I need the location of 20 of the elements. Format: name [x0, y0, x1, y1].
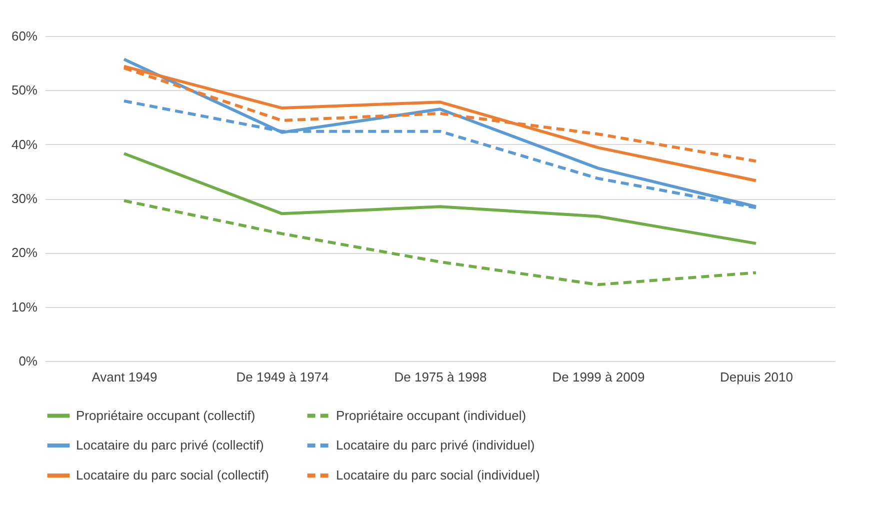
y-tick-label: 40%: [11, 136, 38, 152]
legend-label: Propriétaire occupant (individuel): [336, 408, 526, 423]
legend-label: Locataire du parc social (collectif): [76, 468, 269, 482]
y-tick-label: 20%: [11, 245, 38, 260]
x-tick-label: De 1949 à 1974: [236, 370, 329, 384]
legend-label: Propriétaire occupant (collectif): [76, 408, 256, 423]
x-tick-label: Depuis 2010: [720, 370, 793, 384]
line-series: [122, 152, 758, 245]
x-tick-label: Avant 1949: [92, 370, 158, 384]
y-tick-label: 10%: [11, 299, 38, 314]
x-tick-label: De 1975 à 1998: [394, 370, 487, 384]
y-tick-label: 50%: [11, 82, 38, 98]
x-tick-label: De 1999 à 2009: [552, 370, 645, 384]
legend-label: Locataire du parc privé (individuel): [336, 438, 535, 452]
line-series: [122, 199, 758, 286]
y-tick-label: 0%: [18, 354, 38, 368]
legend-label: Locataire du parc social (individuel): [336, 468, 540, 482]
y-tick-label: 60%: [11, 28, 38, 44]
y-tick-label: 30%: [11, 191, 38, 206]
legend-label: Locataire du parc privé (collectif): [76, 438, 264, 452]
